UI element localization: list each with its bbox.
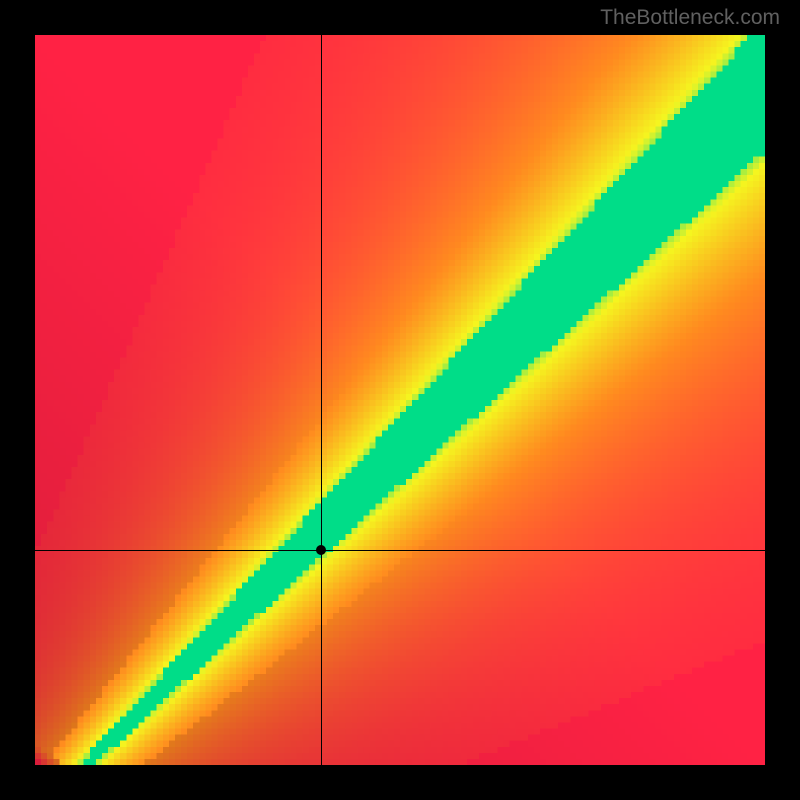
crosshair-horizontal [35, 550, 765, 551]
plot-area [35, 35, 765, 765]
data-point-marker [316, 545, 326, 555]
chart-container: TheBottleneck.com [0, 0, 800, 800]
crosshair-vertical [321, 35, 322, 765]
heatmap-canvas [35, 35, 765, 765]
watermark-text: TheBottleneck.com [600, 6, 780, 30]
